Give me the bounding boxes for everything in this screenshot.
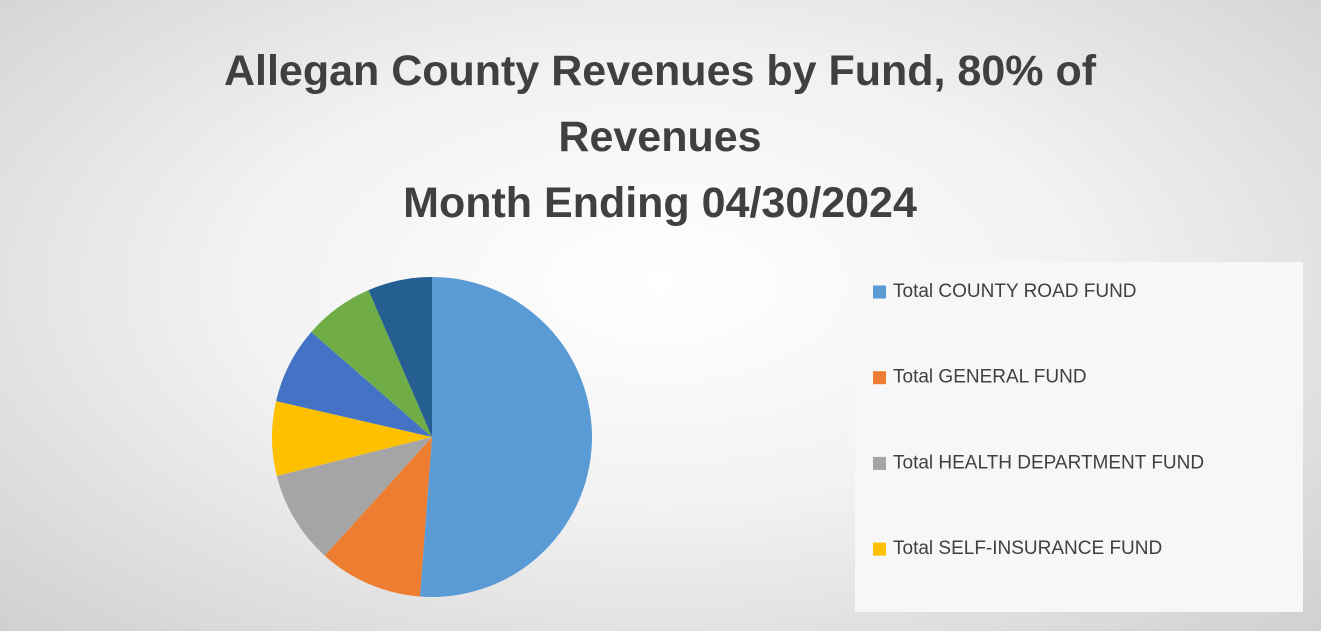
- legend-swatch: [873, 456, 886, 470]
- pie-slice: [324, 437, 432, 597]
- chart-title: Allegan County Revenues by Fund, 80% of …: [223, 47, 1097, 161]
- legend-label: Total COUNTY ROAD FUND: [893, 281, 1137, 302]
- pie-slice: [368, 277, 432, 437]
- legend-label: Total SELF-INSURANCE FUND: [893, 538, 1162, 559]
- pie-slice: [311, 290, 432, 437]
- legend-swatch: [873, 285, 886, 299]
- pie-slice: [276, 437, 432, 556]
- pie-slice: [419, 277, 593, 597]
- titles: Allegan County Revenues by Fund, 80% of …: [160, 38, 1160, 236]
- legend-label: Total GENERAL FUND: [893, 367, 1087, 388]
- legend-label: Total HEALTH DEPARTMENT FUND: [893, 452, 1204, 473]
- chart-subtitle: Month Ending 04/30/2024: [403, 179, 917, 227]
- legend-swatch: [873, 542, 886, 556]
- legend-box: [855, 262, 1303, 612]
- pie-slice: [272, 401, 432, 476]
- legend-swatch: [873, 371, 886, 385]
- pie-slice: [276, 331, 432, 437]
